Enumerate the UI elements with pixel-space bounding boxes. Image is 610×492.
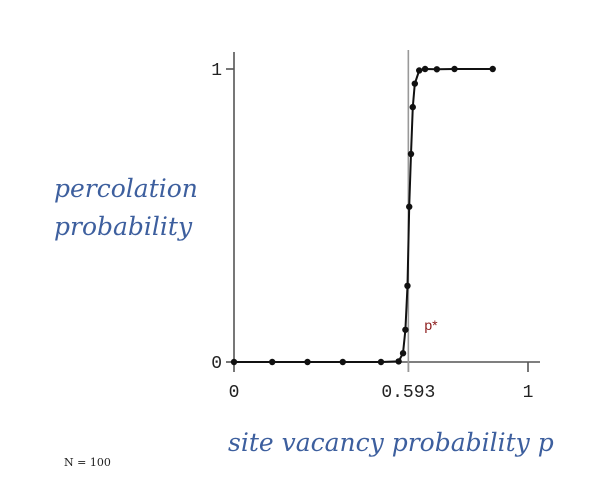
axes: [233, 52, 540, 363]
data-point-4: [377, 358, 385, 366]
y-axis-label: percolation probability: [54, 170, 234, 246]
sample-size-note: N = 100: [64, 456, 111, 469]
x-tick-label-2: 1: [523, 383, 534, 403]
y-tick-label-0: 0: [211, 354, 222, 374]
data-point-8: [404, 282, 411, 290]
data-point-3: [339, 358, 346, 366]
data-point-14: [421, 65, 429, 73]
data-point-9: [406, 203, 413, 210]
x-tick-label-1: 0.593: [381, 383, 435, 403]
data-point-17: [489, 65, 496, 73]
ticks: 0 1 0 0.593 1: [211, 61, 533, 403]
data-point-16: [451, 65, 458, 73]
y-axis-label-line-2: probability: [54, 212, 193, 241]
data-point-10: [407, 150, 415, 158]
critical-label: p*: [424, 317, 438, 333]
data-point-7: [402, 326, 409, 333]
data-point-11: [409, 103, 416, 111]
x-tick-label-0: 0: [229, 383, 240, 403]
x-axis-label: site vacancy probability p: [228, 428, 554, 457]
data-point-15: [433, 66, 441, 73]
y-tick-label-1: 1: [211, 61, 222, 81]
series-line-0: [234, 67, 493, 363]
data-point-0: [230, 358, 238, 366]
data-point-13: [416, 67, 423, 74]
data-point-1: [269, 358, 276, 366]
series: [230, 65, 496, 366]
data-point-2: [304, 358, 311, 366]
data-point-6: [399, 350, 407, 357]
y-axis-label-line-1: percolation: [54, 174, 198, 203]
data-point-12: [411, 80, 419, 87]
data-point-5: [395, 358, 402, 365]
